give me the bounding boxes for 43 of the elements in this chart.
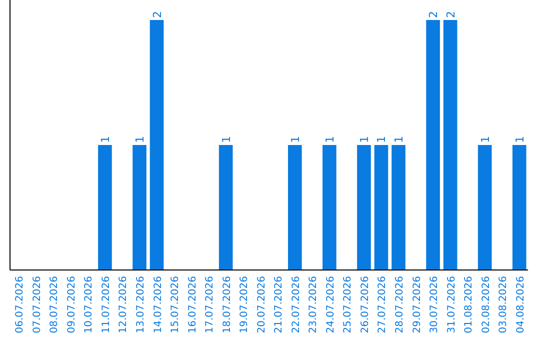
x-tick-label: 31.07.2026 [446,276,458,334]
x-tick-label: 18.07.2026 [222,276,233,334]
x-tick-label: 02.08.2026 [480,276,492,334]
x-tick-label: 07.07.2026 [32,276,43,334]
x-tick-label: 21.07.2026 [274,276,285,334]
x-tick-label: 04.08.2026 [515,276,526,334]
x-tick-label: 25.07.2026 [342,276,354,334]
x-tick-label: 06.07.2026 [14,276,26,334]
x-tick-label: 08.07.2026 [49,276,60,334]
x-tick-label: 29.07.2026 [412,276,423,334]
x-tick-label: 12.07.2026 [118,276,130,334]
data-label: 1 [478,136,492,143]
x-tick-label: 16.07.2026 [187,276,198,334]
data-label: 2 [150,11,164,18]
x-tick-label: 09.07.2026 [66,276,78,334]
x-tick-label: 28.07.2026 [394,276,406,334]
x-tick-label: 01.08.2026 [464,276,475,334]
x-tick-label: 15.07.2026 [170,276,182,334]
x-tick-label: 17.07.2026 [204,276,216,334]
x-tick-label: 27.07.2026 [377,276,388,334]
x-tick-label: 23.07.2026 [308,276,320,334]
data-label: 1 [134,136,146,143]
x-tick-label: 24.07.2026 [325,276,336,334]
x-tick-label: 20.07.2026 [256,276,268,334]
data-label: 1 [375,136,388,143]
x-tick-label: 13.07.2026 [136,276,146,334]
data-label: 1 [288,136,302,143]
x-tick-label: 10.07.2026 [84,276,95,334]
x-tick-label: 22.07.2026 [290,276,302,334]
data-label: 2 [427,11,440,18]
data-label: 1 [392,136,406,143]
x-tick-label: 26.07.2026 [360,276,371,334]
data-label: 2 [444,11,458,18]
data-label: 1 [358,136,371,143]
x-tick-label: 19.07.2026 [239,276,250,334]
data-label: 1 [513,136,526,143]
data-label: 1 [220,136,233,143]
x-tick-label: 30.07.2026 [429,276,440,334]
data-label: 1 [323,136,336,143]
x-tick-label: 11.07.2026 [100,276,112,334]
x-tick-label: 14.07.2026 [152,276,164,334]
data-label: 1 [98,136,112,143]
x-tick-label: 03.08.2026 [498,276,510,334]
